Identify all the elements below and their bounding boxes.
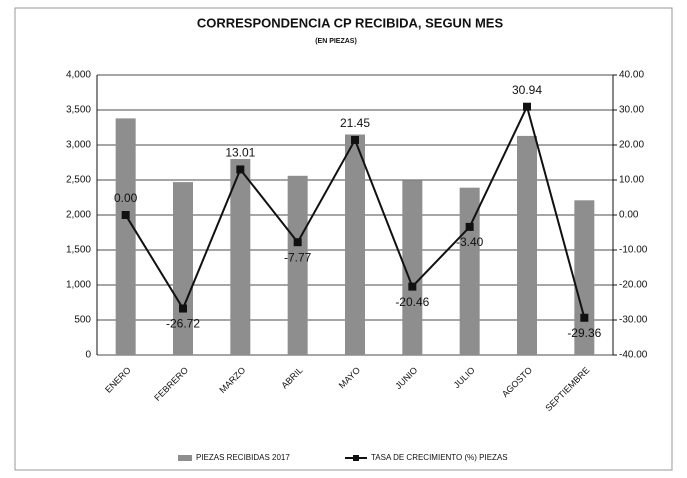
y2-tick-label: -20.00 (619, 280, 648, 291)
legend-swatch (178, 455, 192, 461)
data-label: -3.40 (456, 235, 484, 249)
data-label: -20.46 (395, 295, 429, 309)
data-label: -29.36 (567, 326, 601, 340)
bar (173, 182, 193, 355)
y2-tick-label: 40.00 (619, 70, 644, 81)
line-marker (236, 165, 245, 174)
bar (517, 135, 537, 355)
y2-tick-label: 0.00 (619, 210, 639, 221)
line-marker (408, 282, 417, 291)
line-marker (293, 238, 302, 247)
chart-subtitle: (EN PIEZAS) (315, 38, 357, 45)
y2-tick-label: -30.00 (619, 315, 648, 326)
y-tick-label: 1,000 (66, 280, 91, 291)
data-label: -26.72 (166, 317, 200, 331)
bar (574, 200, 595, 355)
y-tick-label: 2,000 (66, 210, 91, 221)
y2-tick-label: 30.00 (619, 105, 644, 116)
line-marker (465, 222, 474, 231)
bar (287, 175, 308, 355)
y-tick-label: 4,000 (66, 70, 91, 81)
bar (459, 187, 480, 355)
y-tick-label: 3,500 (66, 105, 91, 116)
bar (115, 118, 136, 356)
y2-tick-label: 10.00 (619, 175, 644, 186)
data-label: 13.01 (225, 146, 255, 160)
y2-tick-label: 20.00 (619, 140, 644, 151)
line-marker (121, 211, 130, 219)
y-tick-label: 1,500 (66, 245, 91, 256)
line-marker (179, 304, 187, 313)
data-label: -7.77 (284, 250, 312, 264)
legend-swatch (353, 455, 359, 461)
y-tick-label: 2,500 (66, 175, 91, 186)
legend-label: TASA DE CRECIMIENTO (%) PIEZAS (371, 453, 508, 462)
y2-tick-label: -40.00 (619, 350, 648, 361)
data-label: 30.94 (512, 83, 542, 97)
y2-tick-label: -10.00 (619, 245, 648, 256)
y-tick-label: 3,000 (66, 140, 91, 151)
chart-title: CORRESPONDENCIA CP RECIBIDA, SEGUN MES (197, 15, 504, 30)
chart-frame (14, 7, 673, 471)
bar (402, 180, 423, 355)
line-marker (580, 313, 589, 322)
bar (345, 134, 365, 355)
legend-label: PIEZAS RECIBIDAS 2017 (196, 453, 290, 462)
line-marker (351, 135, 359, 144)
bar (230, 159, 251, 355)
data-label: 21.45 (340, 116, 370, 130)
y-tick-label: 500 (74, 315, 91, 326)
y-tick-label: 0 (85, 350, 91, 361)
line-marker (523, 102, 531, 111)
data-label: 0.00 (114, 191, 138, 205)
